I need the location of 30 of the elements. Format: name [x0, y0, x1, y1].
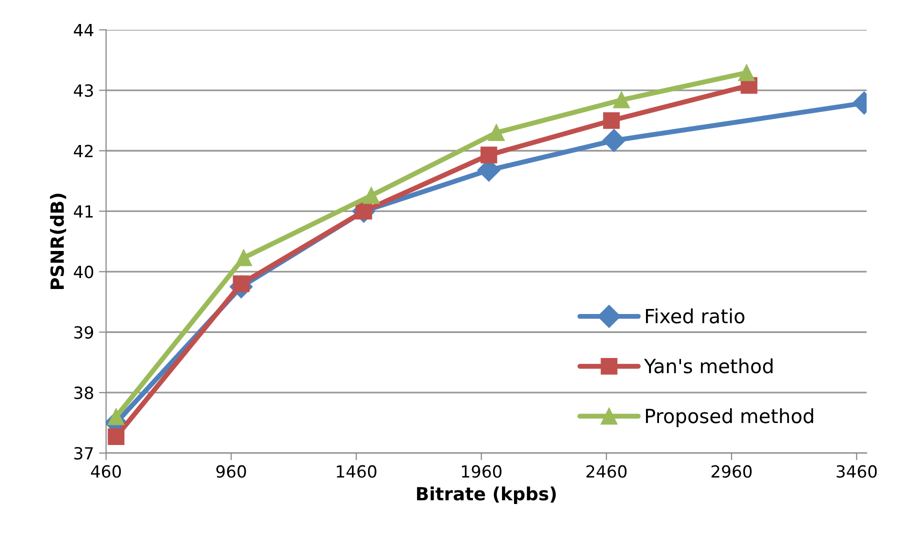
legend-label: Proposed method: [646, 408, 814, 428]
y-tick-label: 44: [74, 24, 94, 36]
x-tick-label: 3460: [836, 465, 877, 478]
x-tick-label: 1960: [462, 465, 502, 478]
point: [480, 146, 498, 164]
y-tick-label: 37: [74, 447, 93, 460]
x-tick-label: 2960: [712, 465, 752, 478]
y-axis-title: PSNR(dB): [50, 194, 66, 290]
point: [108, 428, 124, 446]
point: [488, 124, 505, 141]
legend-label: Fixed ratio: [646, 308, 744, 324]
x-tick-label: 1460: [336, 465, 376, 478]
point: [108, 408, 124, 426]
y-tick-label: 40: [74, 266, 94, 278]
x-tick-label: 460: [90, 465, 121, 478]
y-tick-label: 43: [74, 84, 93, 97]
legend-label: Yan's method: [644, 358, 773, 374]
y-tick-label: 42: [74, 144, 93, 158]
y-tick-label: 39: [74, 326, 94, 339]
point: [738, 64, 755, 82]
point: [602, 128, 626, 152]
point: [613, 92, 630, 108]
y-tick-label: 41: [74, 205, 93, 218]
x-tick-label: 960: [216, 465, 246, 478]
x-tick-label: 2460: [586, 465, 627, 478]
point: [603, 112, 620, 129]
x-axis-title: Bitrate (kpbs): [417, 486, 556, 504]
point: [235, 249, 252, 266]
point: [362, 187, 380, 204]
y-tick-label: 38: [74, 386, 94, 400]
